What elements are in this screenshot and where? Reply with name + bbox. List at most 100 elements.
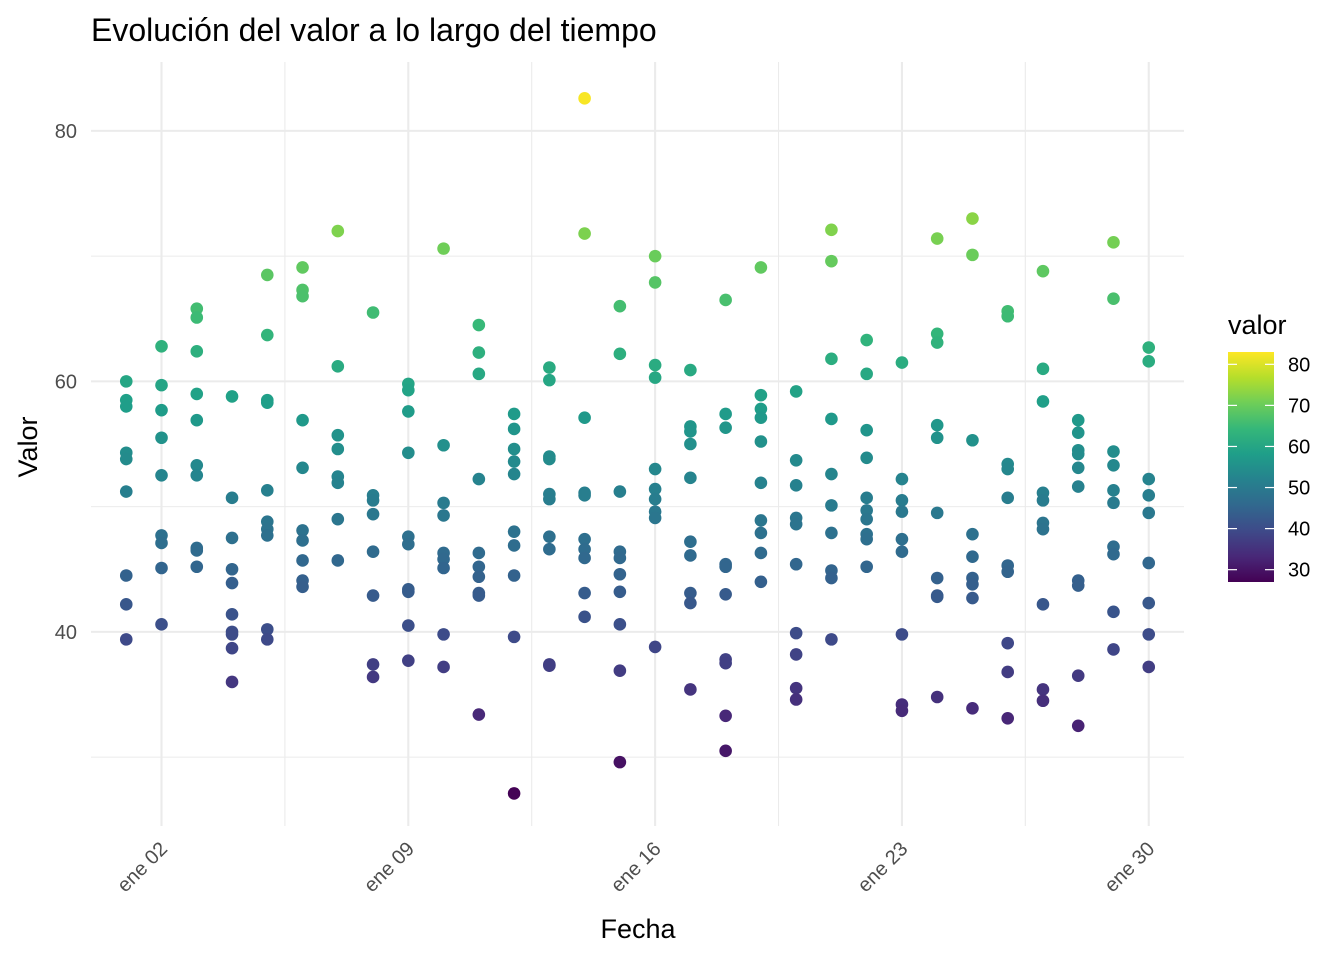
- legend-tick-label: 70: [1288, 395, 1310, 417]
- data-point: [543, 373, 556, 387]
- data-point: [578, 610, 591, 624]
- data-point: [472, 560, 486, 574]
- x-tick-label: ene 30: [1100, 838, 1159, 897]
- data-point: [966, 212, 979, 225]
- data-point: [930, 327, 944, 341]
- legend-tick-label: 40: [1288, 519, 1310, 541]
- data-point: [1142, 556, 1156, 570]
- data-point: [578, 489, 591, 502]
- data-point: [1001, 665, 1015, 679]
- data-point: [119, 375, 133, 388]
- data-point: [613, 485, 627, 498]
- data-point: [472, 318, 486, 332]
- data-point: [366, 507, 380, 521]
- data-point: [1142, 355, 1156, 368]
- data-point: [331, 360, 345, 373]
- data-point: [1071, 426, 1085, 440]
- data-point: [578, 586, 591, 600]
- data-point: [543, 361, 556, 374]
- data-point: [860, 491, 873, 505]
- data-point: [1107, 547, 1120, 561]
- data-point: [719, 560, 732, 574]
- legend-colorbar: [1228, 352, 1274, 582]
- data-point: [155, 469, 168, 482]
- data-point: [155, 561, 168, 575]
- data-point: [930, 571, 944, 585]
- data-point: [225, 562, 239, 576]
- x-tick-label: ene 16: [607, 838, 666, 897]
- data-point: [1107, 605, 1120, 619]
- data-point: [895, 505, 909, 518]
- data-point: [684, 437, 697, 451]
- data-point: [1001, 462, 1015, 476]
- data-point: [895, 628, 909, 641]
- data-point: [895, 472, 909, 486]
- data-point: [507, 407, 521, 421]
- y-tick-label: 40: [55, 622, 77, 644]
- data-point: [789, 517, 803, 531]
- data-point: [895, 545, 909, 559]
- data-point: [860, 504, 873, 517]
- data-point: [155, 403, 168, 417]
- grid: [91, 62, 1184, 826]
- data-point: [684, 549, 697, 562]
- data-point: [472, 708, 486, 721]
- data-point: [331, 428, 345, 442]
- data-point: [1107, 496, 1120, 510]
- data-point: [1036, 264, 1050, 278]
- data-point: [1071, 579, 1085, 592]
- data-point: [1036, 598, 1050, 611]
- y-axis: 40 60 80: [55, 121, 77, 644]
- data-point: [402, 405, 415, 418]
- data-point: [1036, 694, 1050, 708]
- data-point: [366, 589, 380, 602]
- data-point: [296, 554, 309, 567]
- data-point: [930, 232, 944, 245]
- data-point: [719, 407, 732, 421]
- data-point: [437, 552, 450, 566]
- legend-tick-label: 60: [1288, 436, 1310, 458]
- legend-title: valor: [1228, 310, 1287, 340]
- data-point: [225, 491, 239, 505]
- data-point: [719, 421, 732, 435]
- legend-ticks: 30 40 50 60 70 80: [1228, 354, 1310, 582]
- data-point: [613, 347, 627, 361]
- data-point: [472, 367, 486, 381]
- data-point: [754, 575, 768, 589]
- data-point: [895, 356, 909, 369]
- data-point: [754, 476, 768, 490]
- data-point: [648, 462, 662, 476]
- data-point: [578, 92, 591, 105]
- data-point: [402, 654, 415, 667]
- data-point: [648, 249, 662, 263]
- data-point: [331, 554, 345, 567]
- data-point: [225, 675, 239, 689]
- data-point: [437, 496, 450, 510]
- data-point: [1071, 447, 1085, 461]
- data-point: [754, 402, 768, 416]
- data-point: [155, 618, 168, 631]
- chart-title: Evolución del valor a lo largo del tiemp…: [91, 12, 657, 48]
- data-point: [1001, 565, 1015, 579]
- data-point: [719, 709, 732, 723]
- data-point: [1001, 309, 1015, 323]
- data-point: [507, 422, 521, 436]
- data-point: [296, 534, 309, 547]
- data-point: [155, 536, 168, 550]
- data-point: [789, 479, 803, 492]
- data-point: [578, 551, 591, 565]
- data-point: [402, 619, 415, 632]
- data-point: [260, 484, 274, 497]
- data-point: [825, 633, 838, 646]
- data-point: [930, 590, 944, 604]
- data-point: [1142, 596, 1156, 610]
- data-point: [366, 658, 380, 671]
- data-point: [366, 494, 380, 507]
- data-point: [1107, 236, 1120, 249]
- data-point: [543, 452, 556, 466]
- data-point: [402, 585, 415, 599]
- data-point: [648, 492, 662, 506]
- data-point: [296, 461, 309, 475]
- data-point: [895, 532, 909, 546]
